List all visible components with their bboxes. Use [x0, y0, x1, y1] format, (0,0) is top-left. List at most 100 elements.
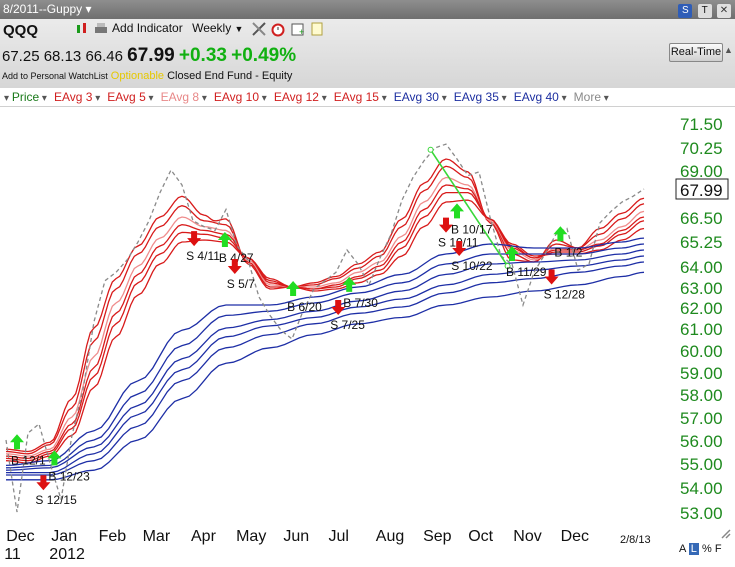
- legend-item-more[interactable]: More ▾: [574, 88, 609, 108]
- tools-icon[interactable]: [251, 21, 267, 37]
- high-price: 68.13: [43, 48, 82, 65]
- x-tick-label: Jun: [283, 528, 309, 545]
- sell-signal-label: S 12/15: [35, 493, 77, 507]
- trend-line-handle[interactable]: [427, 146, 434, 153]
- buy-signal-label: B 1/2: [554, 245, 582, 259]
- chevron-down-icon[interactable]: ▾: [438, 93, 447, 104]
- window-controls: S T ✕: [676, 2, 731, 18]
- y-tick-label: 57.00: [680, 409, 723, 428]
- legend-item-eavg-15[interactable]: EAvg 15 ▾: [334, 88, 387, 108]
- title-bar: 8/2011--Guppy ▾ S T ✕: [0, 0, 735, 19]
- alarm-clock-icon[interactable]: [270, 21, 286, 37]
- quote-line: 67.25 68.13 66.46 67.99 +0.33 +0.49%: [2, 45, 296, 67]
- y-tick-label: 61.00: [680, 320, 723, 339]
- price-line: [5, 143, 645, 513]
- price-change: +0.33: [178, 45, 227, 66]
- chevron-down-icon[interactable]: ▾: [199, 93, 207, 104]
- chevron-down-icon[interactable]: ▾: [601, 93, 609, 104]
- buy-signal-label: B 7/30: [343, 296, 378, 310]
- legend-item-eavg-3[interactable]: EAvg 3 ▾: [54, 88, 100, 108]
- buy-arrow-icon: [47, 450, 62, 466]
- chevron-down-icon[interactable]: ▾: [4, 93, 12, 104]
- legend-item-eavg-12[interactable]: EAvg 12 ▾: [274, 88, 327, 108]
- legend-item-eavg-35[interactable]: EAvg 35 ▾: [454, 88, 507, 108]
- ma-line-eavg-3: [5, 158, 645, 453]
- ma-line-eavg-50: [6, 261, 645, 476]
- indicator-legend: ▾ Price ▾ EAvg 3 ▾ EAvg 5 ▾ EAvg 8 ▾ EAvg 10…: [0, 88, 735, 107]
- sell-signal-label: S 7/25: [330, 318, 365, 332]
- chevron-down-icon[interactable]: ▾: [259, 93, 267, 104]
- legend-item-eavg-30[interactable]: EAvg 30 ▾: [394, 88, 447, 108]
- sell-arrow-icon: [187, 231, 202, 247]
- fund-type: Closed End Fund - Equity: [167, 70, 293, 82]
- scale-percent-toggle[interactable]: %: [701, 543, 712, 555]
- quote-header: QQQ Add Indicator Weekly ▼ + 67.25 68.13…: [0, 19, 735, 89]
- sell-signal-label: S 5/7: [227, 277, 255, 291]
- chevron-down-icon[interactable]: ▾: [145, 93, 154, 104]
- legend-label: EAvg 5: [107, 90, 146, 104]
- scale-f-toggle[interactable]: F: [714, 543, 722, 555]
- period-select[interactable]: Weekly: [192, 21, 232, 36]
- ma-line-eavg-60: [6, 271, 645, 481]
- chevron-down-icon[interactable]: ▾: [92, 93, 101, 104]
- legend-item-eavg-5[interactable]: EAvg 5 ▾: [107, 88, 153, 108]
- buy-arrow-icon: [10, 434, 24, 450]
- sell-arrow-icon: [544, 269, 559, 285]
- chevron-down-icon[interactable]: ▾: [498, 93, 507, 104]
- legend-item-eavg-8[interactable]: EAvg 8 ▾: [161, 88, 207, 108]
- ma-line-eavg-35: [5, 243, 645, 469]
- legend-item-eavg-40[interactable]: EAvg 40 ▾: [514, 88, 567, 108]
- x-tick-label: Dec: [6, 528, 34, 545]
- chevron-down-icon[interactable]: ▾: [558, 93, 567, 104]
- chevron-down-icon[interactable]: ▾: [39, 93, 47, 104]
- realtime-button[interactable]: Real-Time: [669, 43, 723, 62]
- tv-icon[interactable]: T: [697, 4, 712, 18]
- ma-line-eavg-15: [5, 199, 645, 464]
- y-tick-label: 55.00: [680, 455, 723, 474]
- legend-label: EAvg 10: [213, 90, 260, 104]
- calendar-add-icon[interactable]: +: [290, 21, 306, 37]
- y-tick-label: 56.00: [680, 432, 723, 451]
- sell-arrow-icon: [439, 217, 453, 233]
- close-icon[interactable]: ✕: [717, 4, 731, 18]
- legend-label: More: [573, 90, 602, 104]
- scale-log-toggle[interactable]: L: [688, 543, 699, 555]
- y-tick-label: 65.25: [680, 233, 723, 252]
- legend-item-eavg-10[interactable]: EAvg 10 ▾: [214, 88, 267, 108]
- buy-signal-label: B 6/20: [287, 300, 322, 314]
- trend-line[interactable]: [429, 149, 509, 267]
- expand-icon[interactable]: ▲: [724, 45, 733, 55]
- symbol-field[interactable]: QQQ: [3, 22, 39, 39]
- legend-label: EAvg 8: [160, 90, 200, 104]
- watchlist-link[interactable]: Add to Personal WatchList: [2, 71, 108, 81]
- note-icon[interactable]: [309, 21, 325, 37]
- open-price: 67.25: [2, 48, 40, 65]
- scale-auto-toggle[interactable]: A: [679, 543, 686, 555]
- buy-arrow-icon: [553, 226, 568, 242]
- buy-signal-label: B 10/17: [451, 222, 493, 236]
- svg-text:+: +: [299, 27, 304, 37]
- ma-line-eavg-30: [5, 237, 645, 467]
- low-price: 66.46: [85, 48, 123, 65]
- legend-label: EAvg 35: [453, 90, 499, 104]
- y-tick-label: 53.00: [680, 504, 723, 523]
- scottrade-icon[interactable]: S: [678, 4, 693, 18]
- print-icon[interactable]: [93, 21, 109, 37]
- legend-label: EAvg 12: [273, 90, 319, 104]
- chevron-down-icon[interactable]: ▾: [378, 93, 387, 104]
- window-title[interactable]: 8/2011--Guppy ▾: [3, 2, 92, 16]
- y-tick-label: 64.00: [680, 258, 723, 277]
- sell-signal-label: S 4/11: [186, 249, 220, 263]
- trend-line-handle[interactable]: [504, 263, 511, 269]
- chevron-down-icon[interactable]: ▾: [318, 93, 327, 104]
- sell-arrow-icon: [452, 241, 467, 256]
- legend-label: Price: [11, 90, 40, 104]
- resize-icon[interactable]: [719, 527, 733, 541]
- buy-signal-label: B 12/1: [11, 453, 46, 467]
- chart-footer: 2/8/13 A L % F: [620, 534, 722, 555]
- add-indicator-button[interactable]: Add Indicator: [112, 21, 183, 36]
- candlestick-icon[interactable]: [74, 21, 90, 37]
- chevron-down-icon[interactable]: ▼: [234, 24, 244, 35]
- legend-item-price[interactable]: ▾ Price ▾: [4, 88, 47, 108]
